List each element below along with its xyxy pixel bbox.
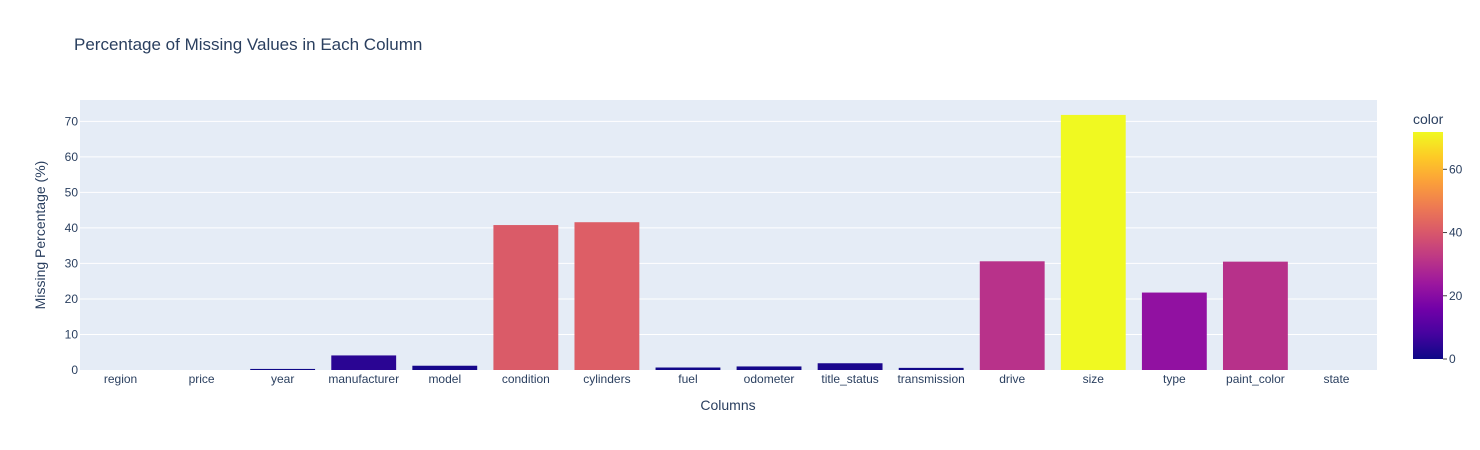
bar-manufacturer[interactable] [331, 355, 397, 370]
bar-year[interactable] [250, 368, 316, 370]
chart-title: Percentage of Missing Values in Each Col… [74, 35, 422, 54]
y-tick-label: 30 [65, 256, 79, 270]
bars [250, 114, 1288, 370]
x-tick-label: manufacturer [328, 372, 399, 386]
colorbar-gradient [1413, 132, 1443, 359]
bar-size[interactable] [1060, 114, 1126, 370]
gridlines [80, 120, 1377, 335]
x-tick-label: year [271, 372, 294, 386]
x-tick-label: title_status [821, 372, 878, 386]
colorbar-title: color [1413, 111, 1444, 127]
bar-fuel[interactable] [655, 367, 721, 370]
x-tick-label: condition [502, 372, 550, 386]
y-tick-label: 20 [65, 292, 79, 306]
y-tick-labels: 0 10 20 30 40 50 60 70 [65, 114, 79, 377]
colorbar-tick-label: 20 [1449, 289, 1463, 303]
colorbar-tick-label: 60 [1449, 162, 1463, 176]
x-tick-label: state [1323, 372, 1349, 386]
bar-drive[interactable] [979, 261, 1045, 370]
y-axis-label: Missing Percentage (%) [32, 161, 48, 310]
bar-type[interactable] [1141, 292, 1207, 370]
bar-title_status[interactable] [817, 363, 883, 370]
y-tick-label: 60 [65, 150, 79, 164]
colorbar: color 0 20 40 60 [1413, 111, 1463, 366]
y-tick-label: 0 [71, 363, 78, 377]
bar-transmission[interactable] [898, 367, 964, 370]
bar-paint_color[interactable] [1222, 261, 1288, 370]
bar-condition[interactable] [493, 225, 559, 370]
x-tick-label: fuel [678, 372, 697, 386]
colorbar-tick-label: 0 [1449, 352, 1456, 366]
y-tick-label: 10 [65, 327, 79, 341]
x-tick-label: odometer [744, 372, 795, 386]
x-tick-label: model [428, 372, 461, 386]
bar-odometer[interactable] [736, 366, 802, 370]
bar-cylinders[interactable] [574, 222, 640, 370]
x-tick-label: region [104, 372, 137, 386]
x-tick-label: transmission [897, 372, 964, 386]
x-tick-label: cylinders [583, 372, 630, 386]
bar-model[interactable] [412, 365, 478, 370]
x-tick-label: size [1083, 372, 1105, 386]
y-tick-label: 70 [65, 114, 79, 128]
y-tick-label: 50 [65, 185, 79, 199]
y-tick-label: 40 [65, 221, 79, 235]
x-tick-label: price [189, 372, 215, 386]
x-tick-label: drive [999, 372, 1025, 386]
colorbar-tick-label: 40 [1449, 226, 1463, 240]
x-tick-labels: region price year manufacturer model conditio… [104, 372, 1350, 386]
colorbar-tick-labels: 0 20 40 60 [1443, 162, 1463, 366]
x-axis-label: Columns [700, 397, 755, 413]
x-tick-label: type [1163, 372, 1186, 386]
x-tick-label: paint_color [1226, 372, 1285, 386]
